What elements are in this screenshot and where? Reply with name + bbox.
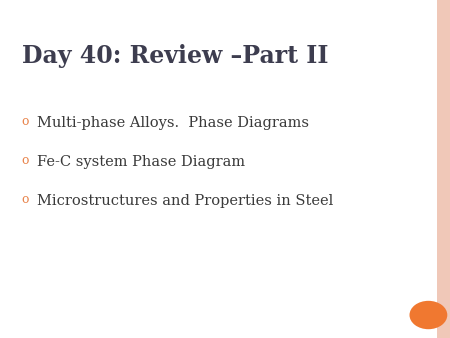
Text: Fe-C system Phase Diagram: Fe-C system Phase Diagram: [37, 155, 245, 169]
Text: Multi-phase Alloys.  Phase Diagrams: Multi-phase Alloys. Phase Diagrams: [37, 116, 309, 130]
FancyBboxPatch shape: [437, 0, 450, 338]
Text: o: o: [22, 154, 29, 167]
Circle shape: [410, 301, 447, 329]
Text: o: o: [22, 115, 29, 128]
Text: Day 40: Review –Part II: Day 40: Review –Part II: [22, 44, 328, 68]
Text: o: o: [22, 193, 29, 206]
Text: Microstructures and Properties in Steel: Microstructures and Properties in Steel: [37, 194, 333, 208]
